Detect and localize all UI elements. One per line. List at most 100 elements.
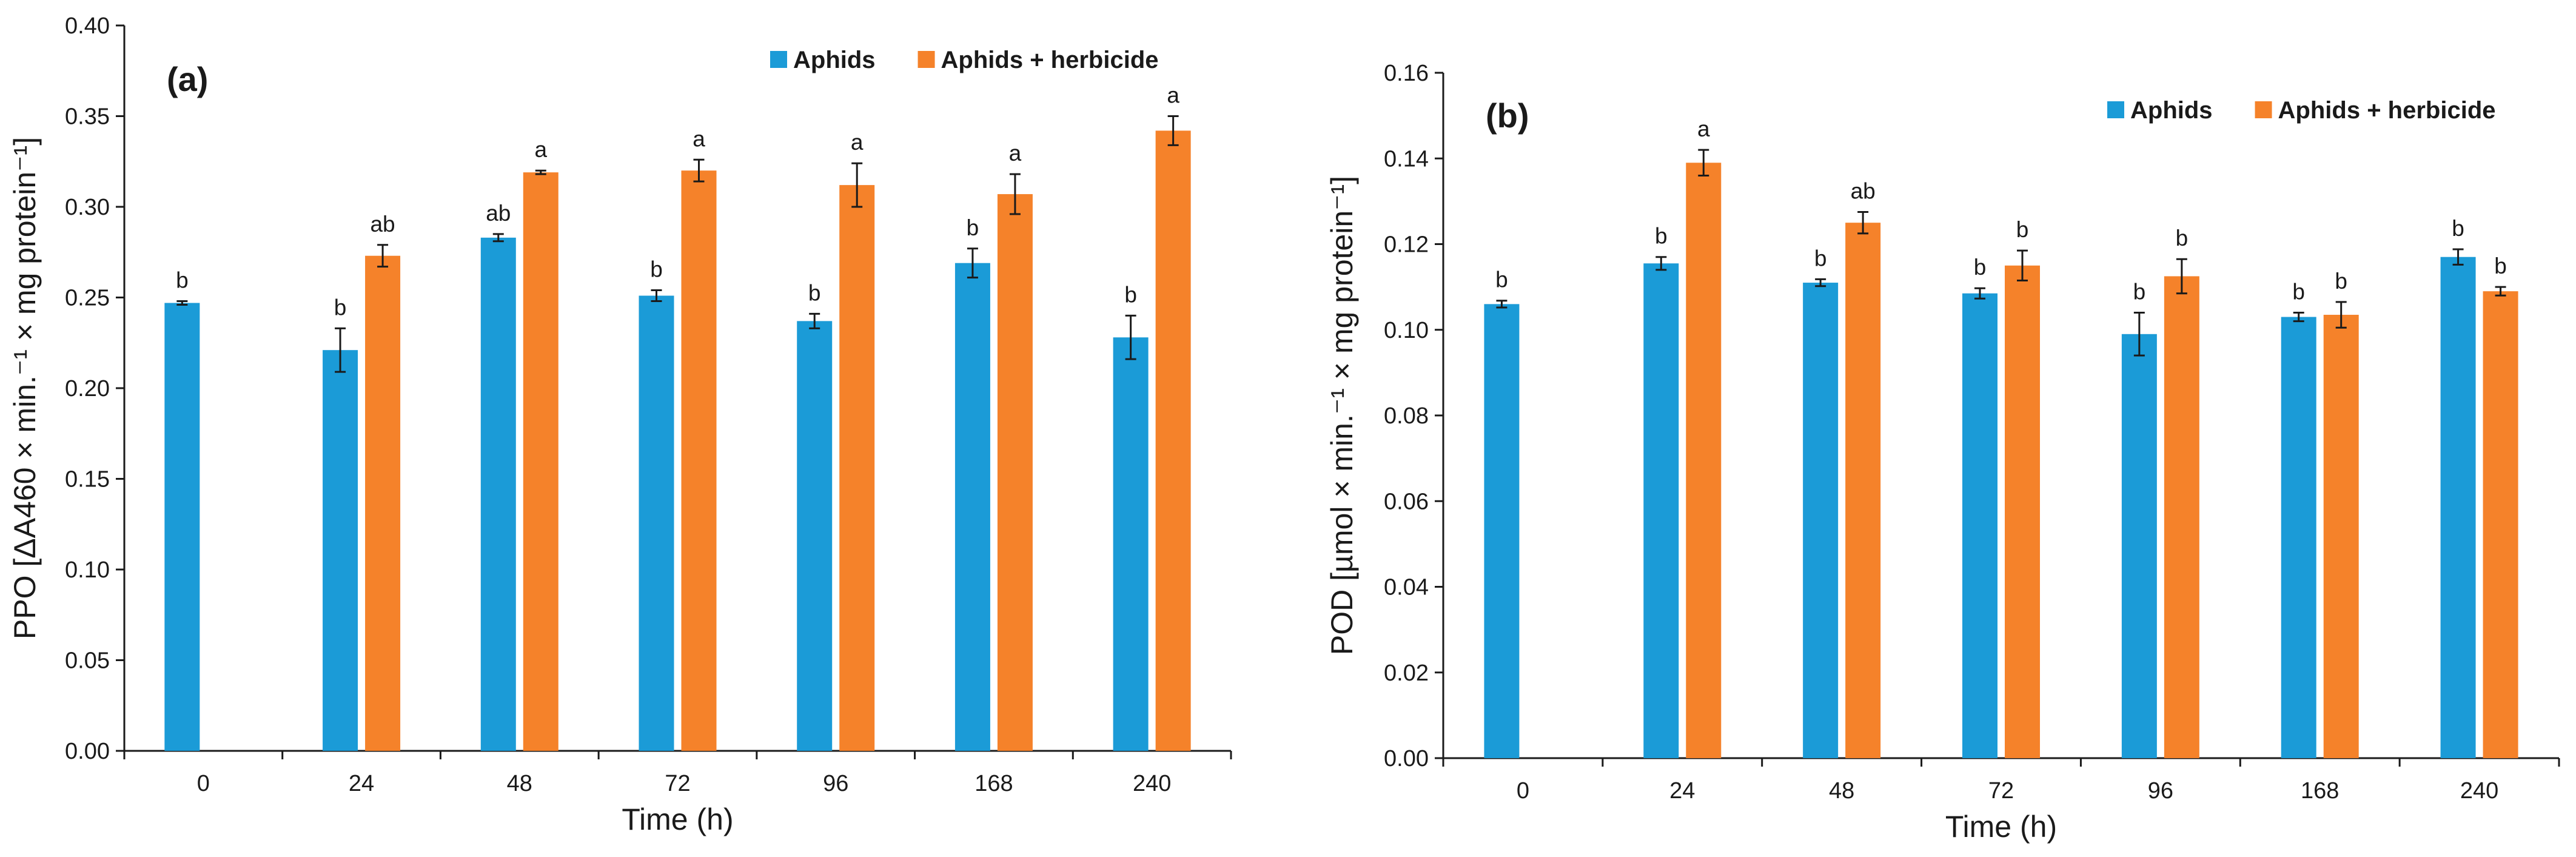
bar-aphids bbox=[164, 303, 200, 751]
legend-swatch-aphids bbox=[2107, 101, 2124, 118]
bar-aphids-herbicide bbox=[2323, 315, 2359, 758]
bar-aphids bbox=[797, 321, 833, 751]
y-tick-label: 0.10 bbox=[65, 557, 110, 583]
legend-label-aphids: Aphids bbox=[793, 47, 876, 73]
significance-letter: b bbox=[967, 215, 979, 240]
y-tick-label: 0.40 bbox=[65, 13, 110, 39]
significance-letter: b bbox=[2133, 280, 2146, 304]
y-tick-label: 0.15 bbox=[65, 467, 110, 492]
x-tick-label: 96 bbox=[823, 771, 848, 796]
bar-aphids bbox=[1803, 283, 1839, 758]
bar-aphids bbox=[480, 237, 516, 751]
significance-letter: b bbox=[808, 280, 821, 305]
error-bar bbox=[492, 233, 504, 243]
error-bar bbox=[1974, 287, 1985, 300]
error-bar bbox=[1009, 173, 1021, 215]
bar-aphids-herbicide bbox=[681, 170, 717, 751]
x-tick-label: 72 bbox=[1988, 778, 2014, 804]
error-bar bbox=[535, 169, 546, 175]
significance-letter: ab bbox=[486, 201, 511, 226]
y-axis-title: POD [µmol × min.⁻¹ × mg protein⁻¹] bbox=[1325, 176, 1359, 655]
error-bar bbox=[809, 312, 820, 329]
x-tick-label: 48 bbox=[1829, 778, 1854, 804]
y-tick-label: 0.12 bbox=[1384, 232, 1429, 258]
y-tick-label: 0.14 bbox=[1384, 146, 1429, 172]
x-tick-label: 0 bbox=[1517, 778, 1529, 804]
panel-label: (b) bbox=[1486, 96, 1529, 135]
y-tick-label: 0.05 bbox=[65, 648, 110, 674]
legend-swatch-aphids bbox=[770, 51, 787, 68]
legend-label-aphids: Aphids bbox=[2130, 97, 2213, 124]
error-bar bbox=[2293, 312, 2304, 323]
bar-aphids bbox=[954, 263, 990, 751]
significance-letter: b bbox=[2292, 280, 2305, 304]
significance-letter: b bbox=[2452, 216, 2464, 241]
bar-aphids bbox=[2440, 257, 2476, 758]
significance-letter: b bbox=[1974, 255, 1987, 280]
y-tick-label: 0.00 bbox=[1384, 746, 1429, 771]
bar-aphids bbox=[323, 350, 358, 751]
legend: Aphids Aphids + herbicide bbox=[2107, 97, 2496, 124]
error-bar bbox=[377, 244, 389, 268]
panel-a: 0.00 0.05 0.10 0.15 0.20 0.25 0.30 0.35 0.40 0 24 4… bbox=[8, 13, 1232, 836]
significance-letter: b bbox=[2335, 269, 2347, 294]
x-tick-label: 96 bbox=[2148, 778, 2173, 804]
significance-letter: ab bbox=[1851, 179, 1876, 204]
x-tick-label: 168 bbox=[974, 771, 1013, 796]
bar-aphids-herbicide bbox=[839, 185, 875, 751]
bar-aphids-herbicide bbox=[2164, 276, 2199, 758]
legend-swatch-aphids-herbicide bbox=[917, 51, 935, 68]
x-tick-label: 240 bbox=[1133, 771, 1171, 796]
bar-aphids bbox=[1962, 293, 1997, 758]
significance-letter: a bbox=[1009, 141, 1022, 166]
bar-aphids-herbicide bbox=[365, 255, 401, 751]
y-tick-label: 0.02 bbox=[1384, 660, 1429, 686]
x-tick-label: 240 bbox=[2460, 778, 2498, 804]
x-tick-label: 0 bbox=[197, 771, 210, 796]
error-bar bbox=[851, 162, 863, 208]
x-tick-label: 24 bbox=[1669, 778, 1695, 804]
bar-aphids bbox=[2281, 317, 2316, 758]
bar-aphids bbox=[1643, 263, 1679, 758]
significance-letter: b bbox=[1814, 246, 1827, 271]
y-tick-label: 0.30 bbox=[65, 195, 110, 220]
y-tick-label: 0.04 bbox=[1384, 575, 1429, 600]
bar-aphids-herbicide bbox=[1686, 163, 1722, 758]
y-tick-label: 0.10 bbox=[1384, 318, 1429, 343]
error-bar bbox=[2335, 301, 2347, 329]
legend-swatch-aphids-herbicide bbox=[2255, 101, 2272, 118]
bar-aphids-herbicide bbox=[1845, 223, 1881, 758]
error-bar bbox=[2176, 258, 2187, 295]
significance-letter: b bbox=[1655, 224, 1668, 249]
bar-aphids-herbicide bbox=[997, 194, 1033, 751]
bar-aphids bbox=[2121, 334, 2157, 758]
bar-aphids-herbicide bbox=[523, 172, 558, 751]
y-tick-label: 0.25 bbox=[65, 286, 110, 311]
significance-letter: a bbox=[1167, 83, 1179, 108]
error-bar bbox=[2017, 249, 2028, 282]
y-tick-label: 0.08 bbox=[1384, 403, 1429, 429]
error-bar bbox=[2452, 248, 2464, 266]
significance-letter: b bbox=[2494, 254, 2507, 278]
y-tick-label: 0.16 bbox=[1384, 61, 1429, 86]
bar-aphids-herbicide bbox=[2005, 265, 2040, 758]
error-bar bbox=[1698, 149, 1709, 176]
x-tick-label: 24 bbox=[349, 771, 374, 796]
legend-label-aphids-herbicide: Aphids + herbicide bbox=[941, 47, 1159, 73]
x-tick-label: 72 bbox=[665, 771, 690, 796]
error-bar bbox=[1655, 256, 1667, 271]
error-bar bbox=[693, 158, 705, 183]
legend-label-aphids-herbicide: Aphids + herbicide bbox=[2278, 97, 2496, 124]
error-bar bbox=[1167, 115, 1179, 146]
y-tick-label: 0.35 bbox=[65, 104, 110, 130]
x-tick-label: 168 bbox=[2301, 778, 2339, 804]
bar-aphids bbox=[1484, 304, 1520, 758]
significance-letter: a bbox=[1697, 116, 1710, 141]
bar-aphids bbox=[639, 295, 674, 751]
error-bar bbox=[1857, 211, 1869, 235]
significance-letter: b bbox=[334, 295, 347, 320]
error-bar bbox=[1815, 278, 1826, 287]
y-tick-label: 0.20 bbox=[65, 376, 110, 402]
significance-letter: b bbox=[650, 257, 663, 282]
